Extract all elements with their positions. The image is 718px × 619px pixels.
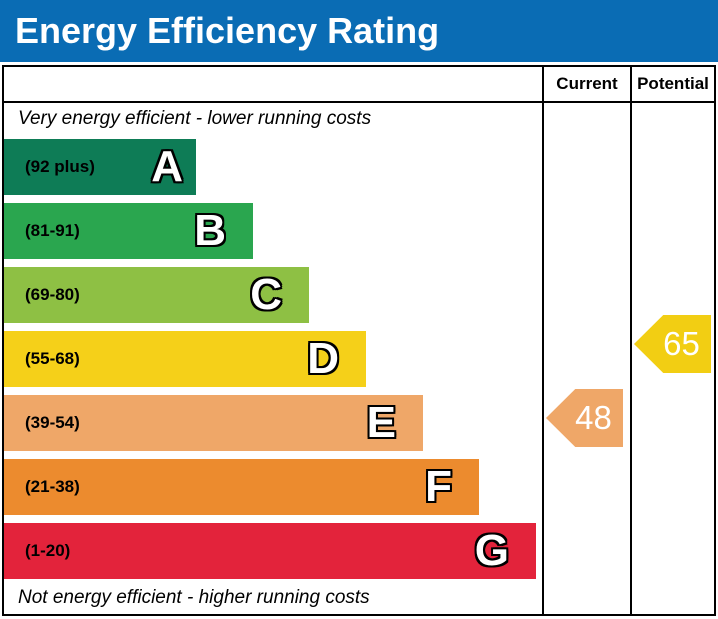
band-a-range: (92 plus) xyxy=(25,157,95,176)
potential-rating-value: 65 xyxy=(663,325,700,362)
band-g-letter: G xyxy=(474,526,509,575)
potential-column-header: Potential xyxy=(637,74,709,93)
band-b-letter: B xyxy=(194,206,226,255)
band-g-range: (1-20) xyxy=(25,541,71,560)
band-g: (1-20) G xyxy=(4,523,536,579)
band-f-range: (21-38) xyxy=(25,477,80,496)
band-d-range: (55-68) xyxy=(25,349,80,368)
band-f-letter: F xyxy=(425,462,452,511)
current-column-divider xyxy=(542,65,544,616)
band-a-letter: A xyxy=(151,142,183,191)
title-bar: Energy Efficiency Rating xyxy=(0,0,718,62)
band-c-letter: C xyxy=(250,270,282,319)
header-row-divider xyxy=(2,101,716,103)
band-d: (55-68) D xyxy=(4,331,366,387)
potential-arrow: 65 xyxy=(634,315,711,373)
band-d-letter: D xyxy=(307,334,339,383)
current-column-header: Current xyxy=(556,74,618,93)
band-b: (81-91) B xyxy=(4,203,253,259)
band-e-range: (39-54) xyxy=(25,413,80,432)
top-note: Very energy efficient - lower running co… xyxy=(18,108,372,129)
band-c: (69-80) C xyxy=(4,267,309,323)
current-rating-value: 48 xyxy=(575,399,612,436)
band-f: (21-38) F xyxy=(4,459,479,515)
bottom-note: Not energy efficient - higher running co… xyxy=(18,587,370,608)
band-e-letter: E xyxy=(366,398,396,447)
potential-column-divider xyxy=(630,65,632,616)
band-c-range: (69-80) xyxy=(25,285,80,304)
page-title: Energy Efficiency Rating xyxy=(15,10,440,51)
band-b-range: (81-91) xyxy=(25,221,80,240)
band-a: (92 plus) A xyxy=(4,139,196,195)
table-border xyxy=(2,65,716,616)
band-e: (39-54) E xyxy=(4,395,423,451)
